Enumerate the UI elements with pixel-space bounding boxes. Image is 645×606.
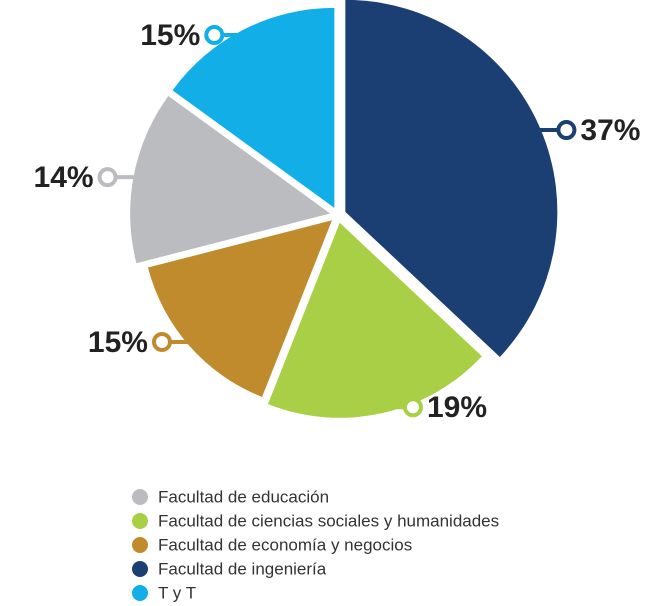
legend-label: Facultad de ingeniería xyxy=(158,559,327,578)
leader-dot xyxy=(151,331,172,352)
legend-swatch xyxy=(132,537,148,553)
pie-slice xyxy=(267,222,482,418)
leader-dot xyxy=(556,120,577,141)
pie-slice xyxy=(147,220,332,397)
value-label: 15% xyxy=(140,19,200,52)
legend-label: Facultad de economía y negocios xyxy=(158,535,412,554)
legend-label: Facultad de ciencias sociales y humanida… xyxy=(158,511,499,530)
leader-dot xyxy=(97,167,118,188)
legend-swatch xyxy=(132,585,148,601)
value-label: 14% xyxy=(34,161,94,194)
legend-label: T y T xyxy=(158,583,196,602)
legend-label: Facultad de educación xyxy=(158,487,329,506)
legend-swatch xyxy=(132,561,148,577)
leader-dot xyxy=(402,397,423,418)
leader-dot xyxy=(204,25,225,46)
value-label: 19% xyxy=(427,391,487,424)
legend-swatch xyxy=(132,489,148,505)
pie-slice xyxy=(345,0,558,357)
legend-swatch xyxy=(132,513,148,529)
pie-slice xyxy=(130,95,331,264)
value-label: 37% xyxy=(580,114,640,147)
value-label: 15% xyxy=(88,326,148,359)
pie-slice xyxy=(172,7,335,208)
